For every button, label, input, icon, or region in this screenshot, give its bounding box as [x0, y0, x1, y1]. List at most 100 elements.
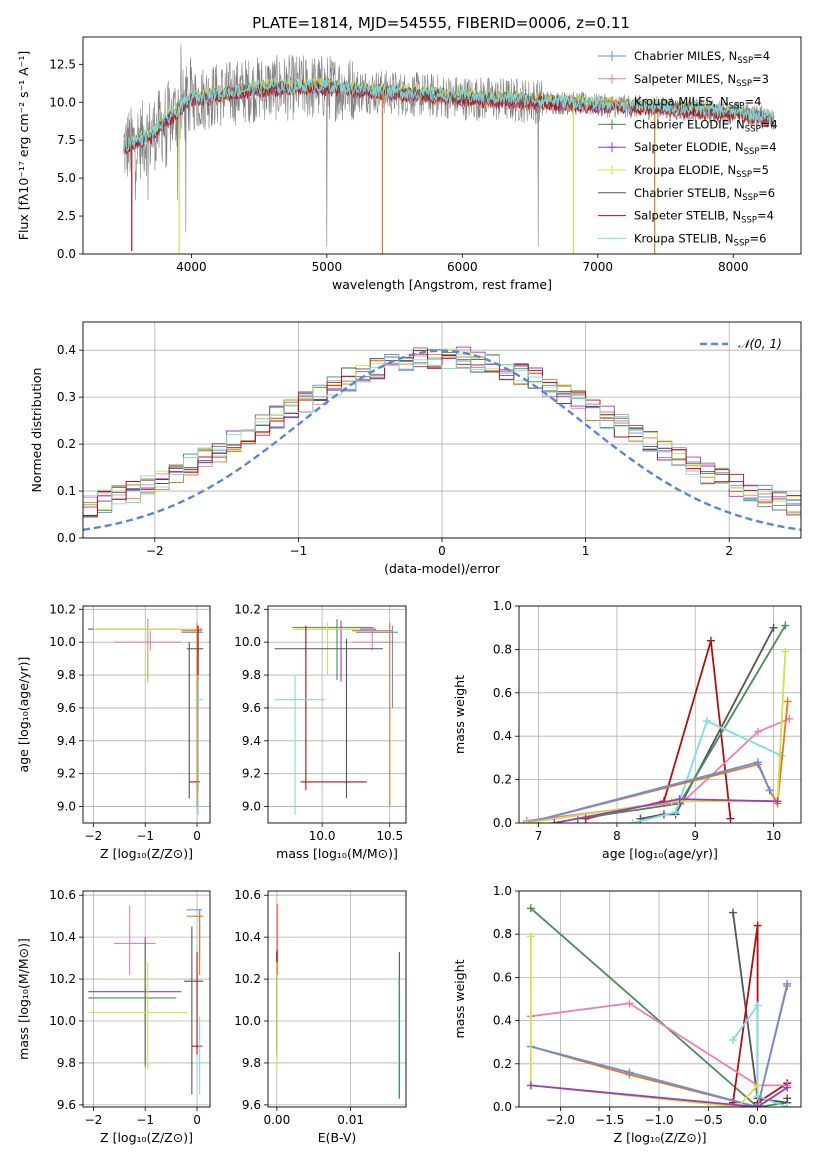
series-line-yellow: [526, 651, 787, 823]
y-tick-label: 9.6: [242, 1098, 261, 1112]
y-tick-label: 10.0: [49, 635, 76, 649]
grid: [519, 605, 801, 824]
plot-area-age_vs_Z: [88, 619, 204, 815]
legend-label: Kroupa ELODIE, NSSP=5: [634, 163, 769, 180]
x-tick-label: 2: [725, 544, 733, 558]
axes-frame: [518, 605, 802, 824]
x-tick-label: 0: [193, 829, 201, 843]
plots-layer: 4000 5000 6000 7000 80000.02.55.07.510.012.5…: [16, 36, 802, 1145]
y-tick-label: 9.6: [57, 701, 76, 715]
y-tick-label: 10.2: [234, 602, 261, 616]
y-tick-label: 10.2: [49, 602, 76, 616]
grid: [83, 891, 210, 1107]
y-tick-label: 10.0: [234, 635, 261, 649]
x-tick-label: −1: [136, 1113, 154, 1127]
grid: [519, 890, 801, 1108]
legend-label: Chabrier STELIB, NSSP=6: [634, 186, 775, 203]
legend-label: Kroupa MILES, NSSP=4: [634, 95, 761, 112]
y-tick-label: 10.2: [49, 972, 76, 986]
series-point-yellow: [781, 647, 790, 656]
x-axis-label: (data-model)/error: [384, 561, 501, 576]
x-axis-label: wavelength [Angstrom, rest frame]: [332, 277, 552, 292]
y-tick-label: 10.4: [234, 930, 261, 944]
series-line-cyan: [732, 1002, 788, 1107]
x-tick-label: 4000: [176, 260, 207, 274]
x-tick-label: −2: [146, 544, 164, 558]
y-tick-label: 9.6: [242, 701, 261, 715]
series-point-gray: [728, 908, 737, 917]
plot-area-mass_vs_ebv: [276, 903, 400, 1099]
y-tick-label: 0.2: [493, 1057, 512, 1071]
plot-area-mass_vs_Z: [88, 905, 204, 1095]
plot-area-weight_vs_Z: [526, 904, 792, 1107]
panel-mass_vs_ebv: 0.00 0.01 9.6 9.8 10.0 10.2 10.4 10.6 E(B-V): [234, 888, 407, 1145]
x-tick-label: 6000: [447, 260, 478, 274]
series-line-purple: [530, 1084, 788, 1107]
panel-weight_vs_Z: −2.0 −1.5 −1.0 −0.5 0.0 0.0 0.2 0.4 0.6 0.8 1.0 Z […: [452, 884, 802, 1145]
panel-spectrum: 4000 5000 6000 7000 8000 0.0 2.5 5.0 7.5 10.0 12.5…: [16, 36, 802, 292]
axes-frame: [82, 890, 211, 1108]
x-tick-label: 8: [613, 829, 621, 843]
series-line-pink: [530, 1002, 788, 1087]
axes-frame: [518, 890, 802, 1108]
series-line-cyan: [632, 719, 782, 823]
x-tick-label: −2: [85, 1113, 103, 1127]
y-tick-label: 9.4: [242, 734, 261, 748]
y-tick-label: 9.8: [57, 1056, 76, 1070]
x-tick-label: 0.0: [748, 1113, 767, 1127]
y-tick-label: 9.0: [57, 800, 76, 814]
y-axis-label: mass weight: [452, 675, 467, 754]
y-tick-label: 1.0: [493, 599, 512, 613]
y-tick-label: 0.6: [493, 970, 512, 984]
x-tick-label: 9: [691, 829, 699, 843]
y-tick-label: 1.0: [493, 884, 512, 898]
series-point-red: [726, 814, 735, 823]
x-tick-label: −1: [136, 829, 154, 843]
legend-label: Salpeter ELODIE, NSSP=4: [634, 140, 777, 157]
x-tick-label: −2.0: [546, 1113, 575, 1127]
x-axis-label: E(B-V): [318, 1130, 357, 1145]
y-tick-label: 10.0: [49, 95, 76, 109]
series-point-purple: [753, 1103, 762, 1107]
y-tick-label: 0.2: [493, 773, 512, 787]
model-line-cyan: [123, 77, 775, 152]
grid: [83, 606, 210, 823]
panel-age_vs_mass: 10.0 10.5 9.0 9.2 9.4 9.6 9.8 10.0 10.2 mass [log…: [234, 602, 407, 861]
y-tick-label: 7.5: [57, 133, 76, 147]
x-tick-label: 0: [193, 1113, 201, 1127]
x-tick-label: 0.00: [263, 1113, 290, 1127]
series-point-red: [706, 636, 715, 645]
y-tick-label: 10.4: [49, 930, 76, 944]
series-point-purple: [783, 1083, 792, 1092]
y-tick-label: 9.8: [242, 668, 261, 682]
normal-curve: [83, 349, 801, 531]
x-tick-label: −1.0: [644, 1113, 673, 1127]
y-tick-label: 0.0: [493, 816, 512, 830]
y-tick-label: 2.5: [57, 209, 76, 223]
series-line-red: [585, 640, 732, 820]
x-tick-label: −0.5: [694, 1113, 723, 1127]
y-tick-label: 0.1: [57, 484, 76, 498]
x-axis-label: Z [log₁₀(Z/Z⊙)]: [100, 1130, 193, 1145]
series-point-blue: [753, 758, 762, 767]
y-tick-label: 0.6: [493, 686, 512, 700]
series-point-blue: [625, 1068, 634, 1077]
y-tick-label: 0.4: [493, 729, 512, 743]
series-point-blue: [765, 786, 774, 795]
panel-age_vs_Z: −2 −1 0 9.0 9.2 9.4 9.6 9.8 10.0 10.2 Z [log₁₀(Z/Z…: [16, 602, 211, 861]
series-point-cyan: [703, 717, 711, 726]
x-tick-label: 10: [766, 829, 781, 843]
legend-marker: [607, 73, 617, 84]
axes-frame: [82, 605, 211, 824]
y-tick-label: 0.2: [57, 437, 76, 451]
series-point-purple: [526, 1081, 535, 1090]
plot-area-weight_vs_age: [522, 621, 794, 823]
series-point-red: [753, 921, 762, 930]
legend-label: Kroupa STELIB, NSSP=6: [634, 231, 766, 248]
histogram-cyan: [83, 353, 801, 521]
y-tick-label: 9.0: [242, 800, 261, 814]
legend-label: Salpeter STELIB, NSSP=4: [634, 209, 774, 226]
series-point-cyan: [783, 1103, 792, 1107]
y-tick-label: 9.2: [57, 767, 76, 781]
y-tick-label: 0.8: [493, 642, 512, 656]
